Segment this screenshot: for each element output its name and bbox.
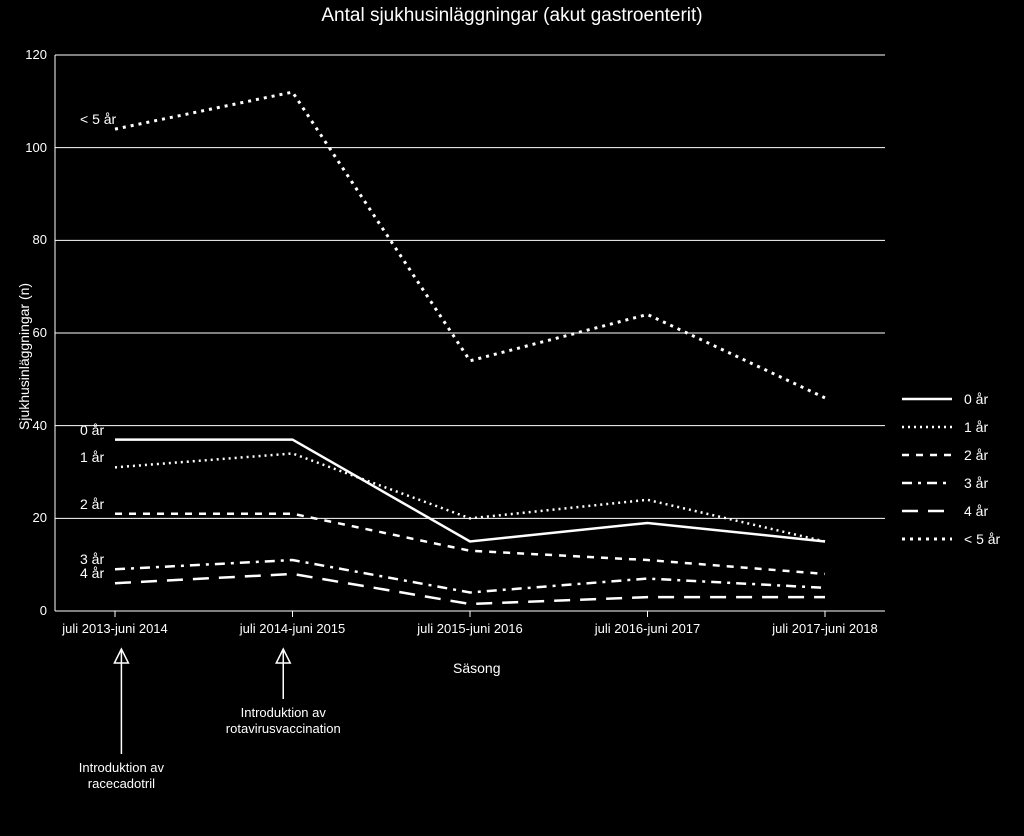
x-tick-label: juli 2017-juni 2018 [765, 621, 885, 636]
series-inline-label: 2 år [80, 496, 104, 512]
legend-item: 2 år [902, 446, 1000, 464]
y-tick-label: 40 [33, 418, 47, 433]
legend-item: 0 år [902, 390, 1000, 408]
chart-container: Antal sjukhusinläggningar (akut gastroen… [0, 0, 1024, 836]
series-line [115, 453, 825, 541]
legend-label: < 5 år [964, 531, 1000, 547]
x-tick-label: juli 2015-juni 2016 [410, 621, 530, 636]
series-line [115, 92, 825, 398]
series-inline-label: 1 år [80, 449, 104, 465]
legend-label: 1 år [964, 419, 988, 435]
x-tick-label: juli 2013-juni 2014 [55, 621, 175, 636]
plot-svg [0, 0, 1024, 836]
x-tick-label: juli 2014-juni 2015 [233, 621, 353, 636]
legend-item: 4 år [902, 502, 1000, 520]
legend-label: 4 år [964, 503, 988, 519]
annotation-label: Introduktion avrotavirusvaccination [208, 705, 358, 738]
annotation-label: Introduktion avracecadotril [46, 760, 196, 793]
x-tick-label: juli 2016-juni 2017 [588, 621, 708, 636]
series-inline-label: 0 år [80, 422, 104, 438]
legend: 0 år 1 år 2 år 3 år 4 år < 5 år [902, 390, 1000, 558]
legend-label: 2 år [964, 447, 988, 463]
y-tick-label: 20 [33, 510, 47, 525]
legend-item: < 5 år [902, 530, 1000, 548]
legend-item: 3 år [902, 474, 1000, 492]
y-axis-label: Sjukhusinläggningar (n) [16, 283, 32, 430]
y-tick-label: 80 [33, 232, 47, 247]
legend-label: 3 år [964, 475, 988, 491]
y-tick-label: 0 [40, 603, 47, 618]
legend-label: 0 år [964, 391, 988, 407]
x-axis-label: Säsong [453, 660, 500, 676]
series-line [115, 574, 825, 604]
series-inline-label: < 5 år [80, 111, 116, 127]
series-inline-label: 4 år [80, 565, 104, 581]
y-tick-label: 120 [25, 47, 47, 62]
series-line [115, 440, 825, 542]
legend-item: 1 år [902, 418, 1000, 436]
y-tick-label: 60 [33, 325, 47, 340]
y-tick-label: 100 [25, 140, 47, 155]
